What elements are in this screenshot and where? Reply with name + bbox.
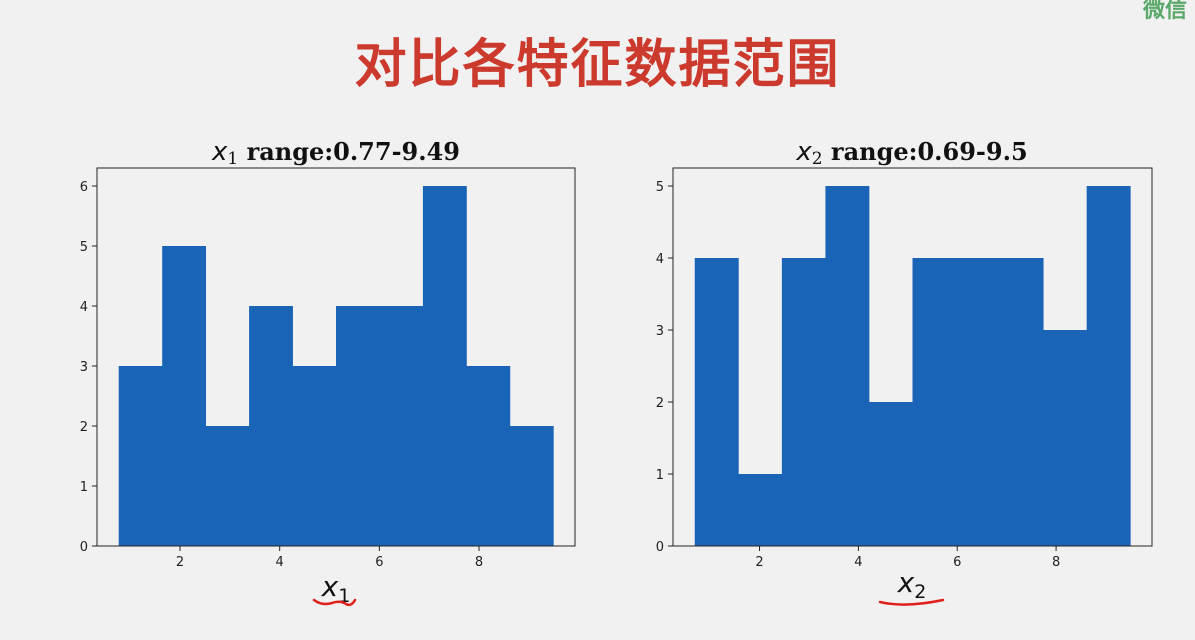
underline-annotation — [312, 598, 357, 607]
histogram-bar — [956, 258, 1000, 546]
y-tick-label: 1 — [656, 468, 664, 483]
histogram-bar — [825, 186, 870, 546]
histogram-bar — [249, 306, 293, 546]
y-tick-label: 5 — [656, 180, 664, 195]
underline-annotation — [878, 598, 945, 606]
y-tick-label: 0 — [656, 540, 664, 555]
histogram-bar — [1043, 330, 1088, 546]
y-tick-label: 2 — [656, 396, 664, 411]
histogram-bar — [1086, 186, 1131, 546]
histogram-bar — [738, 474, 783, 546]
x-tick-label: 2 — [176, 555, 184, 570]
x-tick-label: 2 — [755, 555, 763, 570]
watermark: 微信 — [1142, 0, 1187, 23]
histogram-bar — [422, 186, 467, 546]
y-tick-label: 3 — [656, 324, 664, 339]
histogram-bar — [781, 258, 826, 546]
x-tick-label: 6 — [375, 555, 383, 570]
y-tick-label: 0 — [80, 540, 88, 555]
histogram-bar — [292, 366, 337, 546]
x-tick-label: 4 — [854, 555, 862, 570]
x-tick-label: 8 — [1052, 555, 1060, 570]
plot-frame — [96, 167, 576, 547]
histogram-bar — [466, 366, 511, 546]
y-tick-label: 1 — [80, 480, 88, 495]
x-tick-label: 6 — [953, 555, 961, 570]
y-tick-label: 2 — [80, 420, 88, 435]
y-tick-label: 6 — [80, 180, 88, 195]
x-tick-label: 4 — [276, 555, 284, 570]
x-axis-label: x2 — [897, 566, 927, 603]
histogram-bar — [379, 306, 424, 546]
histogram-bar — [118, 366, 163, 546]
slide-title: 对比各特征数据范围 — [354, 35, 841, 95]
chart-title: x1 range:0.77-9.49 — [211, 137, 460, 169]
histogram-bar — [509, 426, 554, 546]
x-tick-label: 8 — [475, 555, 483, 570]
y-tick-label: 5 — [80, 240, 88, 255]
histogram-bar — [912, 258, 957, 546]
y-tick-label: 3 — [80, 360, 88, 375]
y-tick-label: 4 — [80, 300, 88, 315]
plot-frame — [672, 167, 1153, 547]
histogram-bar — [999, 258, 1044, 546]
histogram-bar — [868, 402, 913, 546]
histogram-bar — [694, 258, 739, 546]
y-tick-label: 4 — [656, 252, 664, 267]
histogram-bar — [336, 306, 380, 546]
histogram-bar — [205, 426, 250, 546]
histogram-bar — [162, 246, 207, 546]
chart-title: x2 range:0.69-9.5 — [795, 137, 1027, 169]
